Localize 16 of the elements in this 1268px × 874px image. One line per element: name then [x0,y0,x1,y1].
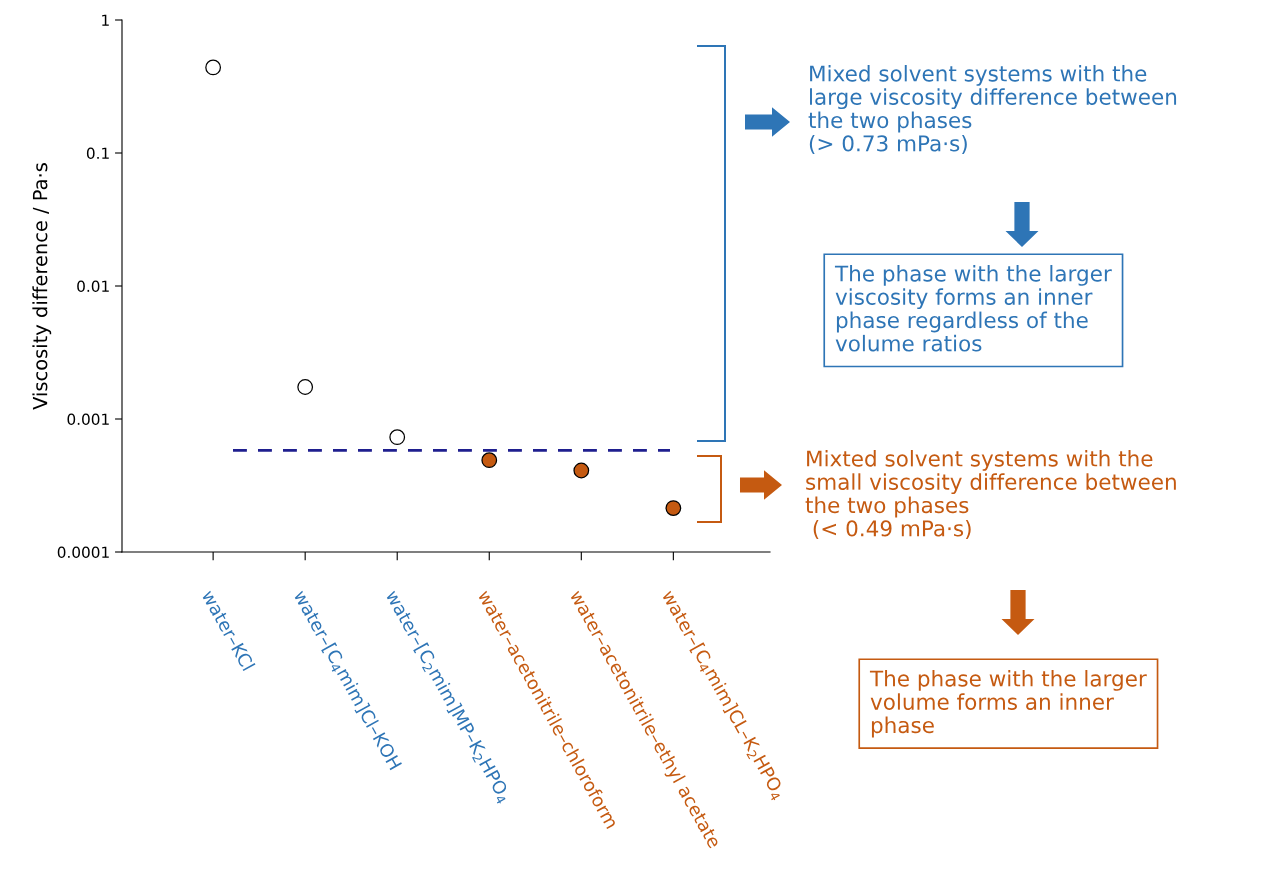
text: Mixted solvent systems with the small viscosity difference between the two phases (< 0.49 mPa·s) [805,450,1176,540]
point [297,379,314,395]
y-tick-label: 1 [102,14,109,26]
text: The phase with the larger volume forms an inner phase [869,670,1147,738]
y-tick-label: 0.001 [67,413,109,426]
y-tick-label: 0.1 [86,147,109,160]
point [389,429,406,446]
y-axis-title: Viscosity difference / Pa·s [32,163,52,410]
point [665,500,682,516]
point [481,452,498,469]
text: The phase with the larger viscosity forms an inner phase regardless of the volume ratios [834,265,1112,352]
point [573,462,590,479]
y-tick-label: 0.01 [77,280,109,293]
point [205,59,222,76]
y-tick-label: 0.0001 [57,546,109,559]
text: Mixed solvent systems with the large viscosity difference between the two phases (> 0.73 mPa·s) [808,65,1177,155]
